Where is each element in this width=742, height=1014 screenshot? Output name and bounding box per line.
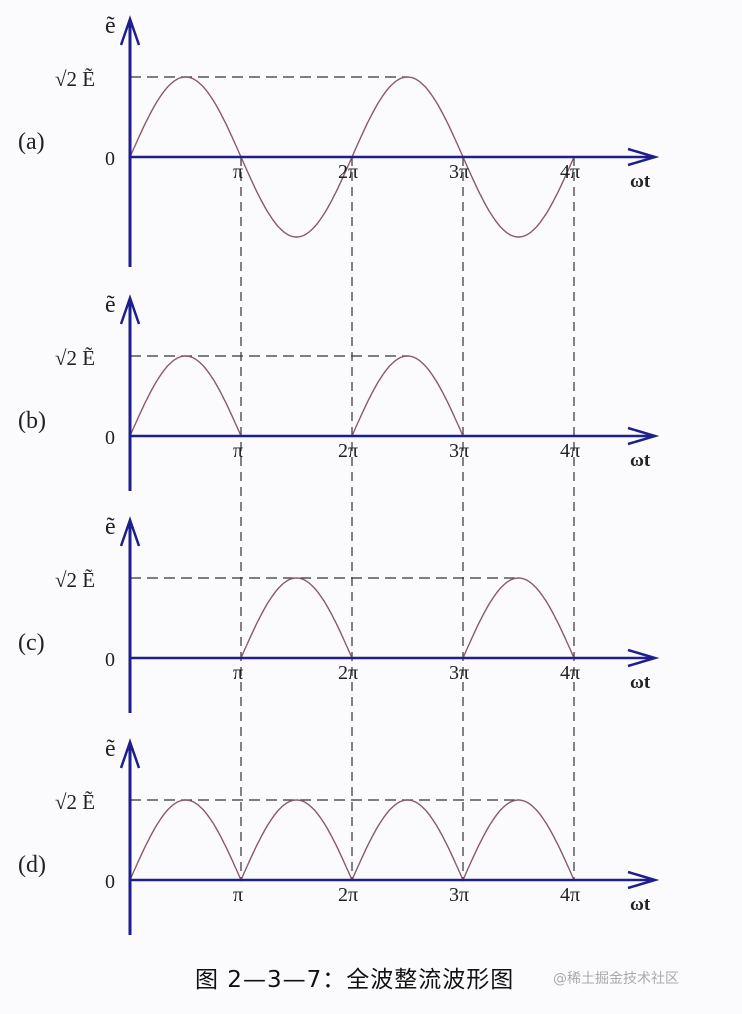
x-axis-label: ωt [630, 450, 651, 471]
y-axis-arrow-icon [119, 738, 141, 769]
x-axis-arrow-icon [627, 147, 660, 167]
zero-label: 0 [105, 871, 115, 893]
peak-label: √2 Ẽ [55, 346, 95, 370]
zero-label: 0 [105, 427, 115, 449]
tick-label: 2π [338, 662, 358, 684]
x-axis-arrow-icon [627, 426, 660, 446]
peak-label: √2 Ẽ [55, 790, 95, 814]
panel-label: (a) [18, 129, 45, 155]
x-axis-label: ωt [630, 672, 651, 693]
tick-label: 2π [338, 440, 358, 462]
x-axis-arrow-icon [627, 870, 660, 890]
y-axis-label: ẽ [105, 13, 116, 39]
y-axis-arrow-icon [119, 516, 141, 547]
tick-label: 3π [449, 662, 469, 684]
tick-label: 3π [449, 884, 469, 906]
y-axis-label: ẽ [105, 736, 116, 762]
tick-label: 3π [449, 161, 469, 183]
x-axis-arrow-icon [627, 648, 660, 668]
tick-label: π [233, 161, 243, 183]
tick-label: π [233, 662, 243, 684]
peak-label: √2 Ẽ [55, 568, 95, 592]
panel-label: (c) [18, 630, 45, 656]
y-axis-arrow-icon [119, 15, 141, 46]
y-axis-label: ẽ [105, 514, 116, 540]
zero-label: 0 [105, 148, 115, 170]
x-axis-label: ωt [630, 171, 651, 192]
tick-label: 2π [338, 161, 358, 183]
tick-label: 4π [560, 662, 580, 684]
y-axis-label: ẽ [105, 292, 116, 318]
tick-label: 3π [449, 440, 469, 462]
figure-caption: 图 2—3—7：全波整流波形图 [195, 967, 515, 993]
tick-label: 4π [560, 440, 580, 462]
panel-label: (b) [18, 408, 46, 434]
x-axis-label: ωt [630, 894, 651, 915]
tick-label: π [233, 884, 243, 906]
y-axis-arrow-icon [119, 294, 141, 325]
watermark: @稀土掘金技术社区 [553, 971, 679, 987]
tick-label: 4π [560, 884, 580, 906]
zero-label: 0 [105, 649, 115, 671]
peak-label: √2 Ẽ [55, 67, 95, 91]
tick-label: 4π [560, 161, 580, 183]
tick-label: π [233, 440, 243, 462]
panel-label: (d) [18, 852, 46, 878]
tick-label: 2π [338, 884, 358, 906]
